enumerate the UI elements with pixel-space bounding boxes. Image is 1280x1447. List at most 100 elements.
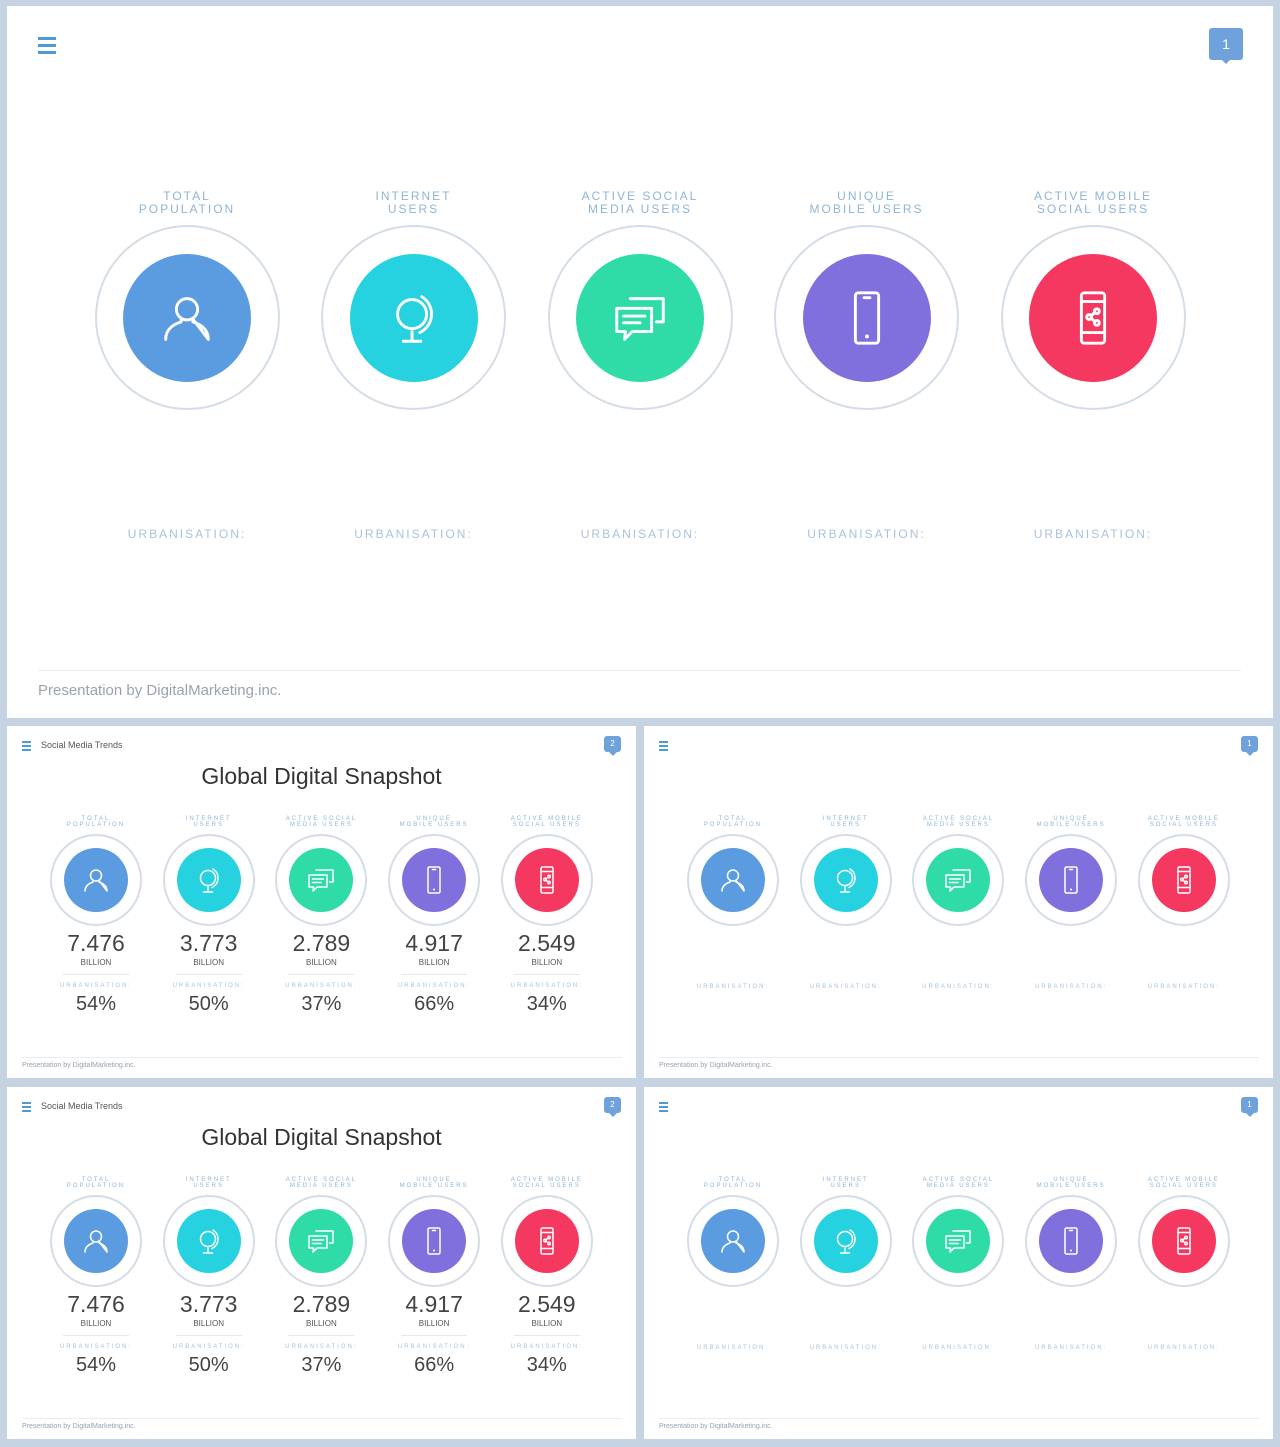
footer-divider [22,1418,622,1419]
icon-disc [514,1209,579,1273]
icon-ring[interactable] [500,834,593,926]
stat-unit: BILLION [418,1319,450,1328]
slide-number-badge[interactable]: 1 [1241,736,1258,756]
slide-blank[interactable]: 1 TOTAL POPULATION URBANISATION: INTERNET … [644,726,1273,1078]
icon-ring[interactable] [1137,1195,1230,1287]
divider [401,1335,468,1336]
icon-ring[interactable] [388,834,481,926]
urbanisation-label: URBANISATION: [59,983,133,989]
slide-stats[interactable]: Social Media Trends 2 Global Digital Sna… [7,1087,636,1439]
menu-icon[interactable] [659,1102,668,1112]
icon-disc [176,848,241,912]
stat-unit: BILLION [306,1319,337,1328]
urbanisation-label: URBANISATION: [59,1344,133,1350]
icon-ring[interactable] [1025,1195,1118,1287]
urbanisation-label: URBANISATION: [1034,984,1108,990]
icon-ring[interactable] [912,1195,1005,1287]
category-label: INTERNET USERS [822,816,869,829]
category-label: UNIQUE MOBILE USERS [399,1177,469,1190]
chat-icon [609,287,671,349]
menu-icon[interactable] [38,37,56,54]
urbanisation-value: 50% [188,1354,229,1376]
urbanisation-label: URBANISATION: [696,984,770,990]
icon-ring[interactable] [50,834,142,926]
urbanisation-value: 37% [301,993,342,1015]
urbanisation-value: 66% [414,993,455,1015]
urbanisation-label: URBANISATION: [354,527,473,541]
urbanisation-label: URBANISATION: [1147,1345,1220,1351]
icon-ring[interactable] [94,225,280,410]
divider [63,1335,129,1336]
divider [513,974,580,975]
icon-ring[interactable] [799,834,892,926]
icon-ring[interactable] [1000,225,1186,410]
icon-disc [1039,848,1104,912]
urbanisation-label: URBANISATION: [510,983,583,989]
stat-value: 4.917 [405,1291,463,1317]
icon-ring[interactable] [500,1195,593,1287]
urbanisation-label: URBANISATION: [580,527,700,541]
footer-text: Presentation by DigitalMarketing.inc. [659,1062,773,1069]
icon-disc [402,1209,467,1273]
icon-ring[interactable] [1025,834,1118,926]
slide-number-badge[interactable]: 2 [604,1097,621,1117]
slide-main[interactable]: 1 TOTAL POPULATION URBANISATION: INTERNET … [7,6,1273,718]
urbanisation-label: URBANISATION: [922,1345,995,1351]
urbanisation-label: URBANISATION: [807,527,926,541]
stat-unit: BILLION [80,958,112,967]
icon-ring[interactable] [50,1195,142,1287]
stat-value: 7.476 [67,930,125,956]
icon-ring[interactable] [774,225,959,410]
menu-icon[interactable] [22,741,31,751]
icon-ring[interactable] [275,1195,368,1287]
urbanisation-label: URBANISATION: [172,1344,245,1350]
slide-blank[interactable]: 1 TOTAL POPULATION URBANISATION: INTERNET … [644,1087,1273,1439]
slide-number-badge[interactable]: 1 [1209,28,1243,64]
stat-unit: BILLION [306,958,337,967]
mobile-phone-icon [1055,864,1087,896]
footer-text: Presentation by DigitalMarketing.inc. [659,1423,773,1430]
stat-unit: BILLION [531,958,563,967]
menu-icon[interactable] [659,741,668,751]
footer-text: Presentation by DigitalMarketing.inc. [22,1062,136,1069]
user-icon [80,864,112,896]
category-label: ACTIVE MOBILE SOCIAL USERS [1147,1177,1220,1190]
icon-ring[interactable] [162,834,255,926]
icon-ring[interactable] [321,225,506,410]
icon-ring[interactable] [799,1195,892,1287]
icon-ring[interactable] [1137,834,1230,926]
urbanisation-label: URBANISATION: [696,1345,770,1351]
urbanisation-label: URBANISATION: [1034,1345,1108,1351]
category-label: ACTIVE SOCIAL MEDIA USERS [285,1177,358,1190]
icon-ring[interactable] [687,834,779,926]
category-label: UNIQUE MOBILE USERS [399,816,469,829]
icon-ring[interactable] [388,1195,481,1287]
icon-disc [176,1209,241,1273]
urbanisation-value: 66% [414,1354,455,1376]
icon-ring[interactable] [687,1195,779,1287]
deck-title: Social Media Trends [41,740,123,750]
icon-disc [926,848,991,912]
urbanisation-label: URBANISATION: [285,983,358,989]
category-label: UNIQUE MOBILE USERS [1036,1177,1106,1190]
icon-disc [1151,1209,1216,1273]
category-label: INTERNET USERS [822,1177,869,1190]
icon-ring[interactable] [912,834,1005,926]
slide-number-badge[interactable]: 2 [604,736,621,756]
category-label: ACTIVE SOCIAL MEDIA USERS [285,816,358,829]
stat-value: 2.789 [292,1291,351,1317]
slide-number-badge[interactable]: 1 [1241,1097,1258,1117]
chat-icon [942,864,974,896]
category-label: INTERNET USERS [185,1177,232,1190]
icon-disc [402,848,467,912]
slide-stats[interactable]: Social Media Trends 2 Global Digital Sna… [7,726,636,1078]
icon-ring[interactable] [275,834,368,926]
menu-icon[interactable] [22,1102,31,1112]
icon-ring[interactable] [547,225,733,410]
footer-text: Presentation by DigitalMarketing.inc. [38,682,282,699]
urbanisation-label: URBANISATION: [127,527,247,541]
footer-divider [659,1057,1259,1058]
icon-disc [349,253,478,382]
icon-ring[interactable] [162,1195,255,1287]
footer-divider [38,670,1241,671]
